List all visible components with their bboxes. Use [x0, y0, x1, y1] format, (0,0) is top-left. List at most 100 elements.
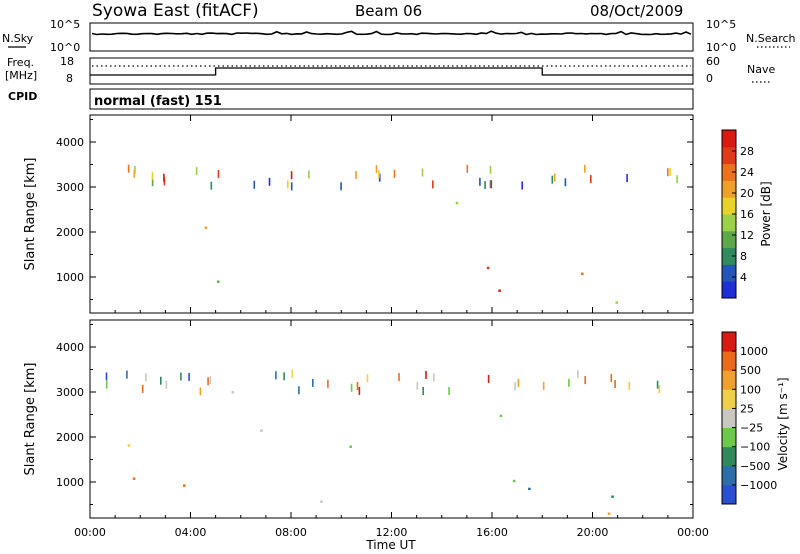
- colorbar-tick-label: 24: [740, 166, 754, 179]
- colorbar-swatch: [722, 197, 736, 215]
- velocity-xlabel: Time UT: [365, 538, 416, 552]
- echo-streak: [416, 381, 419, 390]
- echo-streak: [521, 181, 523, 190]
- y-tick-label: 2000: [56, 226, 84, 239]
- colorbar-swatch: [722, 465, 736, 486]
- echo-streak: [489, 180, 492, 189]
- colorbar-tick-label: 1000: [740, 345, 768, 358]
- echo-cell: [512, 479, 516, 483]
- echo-streak: [165, 380, 168, 389]
- colorbar-swatch: [722, 281, 736, 299]
- nave-tick-bottom: 0: [706, 72, 713, 85]
- colorbar-swatch: [722, 180, 736, 198]
- echo-streak: [490, 180, 493, 189]
- colorbar-tick-label: 12: [740, 229, 754, 242]
- echo-streak: [145, 373, 147, 382]
- echo-streak: [398, 373, 400, 382]
- echo-streak: [209, 376, 212, 385]
- colorbar-swatch: [722, 130, 736, 148]
- echo-streak: [290, 171, 293, 180]
- echo-streak: [268, 177, 271, 186]
- power-panel: 4000 3000 2000 1000 Slant Range [km] 28 24 20…: [23, 114, 773, 314]
- echo-streak: [542, 381, 545, 390]
- echo-streak: [287, 180, 289, 189]
- echo-cell: [183, 484, 186, 487]
- colorbar-tick-label: −1000: [740, 479, 777, 492]
- echo-streak: [141, 384, 144, 393]
- echo-streak: [356, 382, 359, 390]
- y-tick-label: 2000: [56, 431, 84, 444]
- colorbar-tick-label: 4: [740, 271, 747, 284]
- echo-streak: [366, 374, 369, 383]
- echo-streak: [676, 175, 678, 184]
- echo-cell: [486, 266, 490, 270]
- power-ylabel: Slant Range [km]: [23, 158, 38, 271]
- echo-streak: [327, 379, 329, 388]
- echo-streak: [564, 178, 567, 187]
- echo-cell: [231, 391, 235, 394]
- colorbar-swatch: [722, 484, 736, 505]
- echo-streak: [207, 377, 209, 386]
- echo-streak: [253, 180, 256, 189]
- echo-streak: [489, 165, 492, 174]
- colorbar-swatch: [722, 146, 736, 165]
- echo-streak: [160, 376, 162, 385]
- freq-tick-bottom: 8: [66, 72, 73, 85]
- x-tick-label: 08:00: [275, 526, 307, 539]
- colorbar-tick-label: 500: [740, 364, 761, 377]
- freq-label: Freq.: [7, 56, 34, 69]
- echo-streak: [433, 373, 435, 382]
- colorbar-tick-label: 8: [740, 250, 747, 263]
- noise-tick-top-right: 10^5: [706, 18, 736, 31]
- colorbar-swatch: [722, 370, 736, 390]
- echo-streak: [421, 168, 424, 177]
- echo-streak: [393, 169, 396, 178]
- echo-streak: [432, 180, 434, 189]
- echo-streak: [425, 371, 427, 379]
- echo-streak: [656, 380, 659, 389]
- echo-cell: [581, 272, 584, 275]
- echo-streak: [553, 173, 556, 182]
- echo-streak: [199, 387, 202, 396]
- echo-cell: [216, 280, 220, 283]
- nave-tick-top: 60: [706, 55, 720, 68]
- echo-streak: [127, 164, 130, 173]
- colorbar-swatch: [722, 351, 736, 371]
- echo-streak: [479, 177, 481, 186]
- noise-tick-bottom-right: 10^0: [706, 41, 736, 54]
- echo-cell: [611, 495, 614, 498]
- echo-cell: [528, 487, 531, 491]
- colorbar-swatch: [722, 389, 736, 409]
- noise-trace: [91, 30, 692, 36]
- colorbar-tick-label: −25: [740, 422, 763, 435]
- echo-streak: [355, 171, 357, 179]
- echo-streak: [628, 381, 630, 390]
- velocity-colorbar-label: Velocity [m s⁻¹]: [776, 377, 790, 470]
- echo-streak: [126, 370, 128, 379]
- echo-streak: [551, 175, 554, 184]
- echo-streak: [308, 170, 310, 179]
- x-tick-label: 00:00: [74, 526, 106, 539]
- echo-streak: [133, 169, 136, 178]
- cpid-panel: CPID normal (fast) 151: [8, 88, 694, 110]
- echo-streak: [378, 170, 380, 179]
- echo-cell: [204, 226, 208, 229]
- velocity-colorbar: 1000 500 100 25 −25 −100 −500 −1000: [721, 331, 777, 505]
- colorbar-swatch: [722, 446, 736, 467]
- echo-cell: [132, 477, 136, 480]
- echo-cell: [127, 444, 131, 447]
- nave-label: Nave: [747, 63, 775, 76]
- power-colorbar-label: Power [dB]: [759, 181, 773, 246]
- power-colorbar: 28 24 20 16 12 8 4: [721, 129, 754, 299]
- echo-cell: [499, 414, 503, 418]
- echo-streak: [422, 387, 424, 395]
- freq-panel: Freq. [MHz] 18 8 60 0 Nave: [5, 55, 775, 85]
- colorbar-tick-label: −500: [740, 460, 770, 473]
- echo-streak: [210, 181, 213, 190]
- x-tick-label: 04:00: [175, 526, 207, 539]
- nsearch-label: N.Search: [746, 32, 796, 45]
- cpid-text: normal (fast) 151: [94, 94, 222, 109]
- echo-streak: [626, 174, 628, 183]
- y-tick-label: 3000: [56, 386, 84, 399]
- echo-cell: [607, 512, 611, 515]
